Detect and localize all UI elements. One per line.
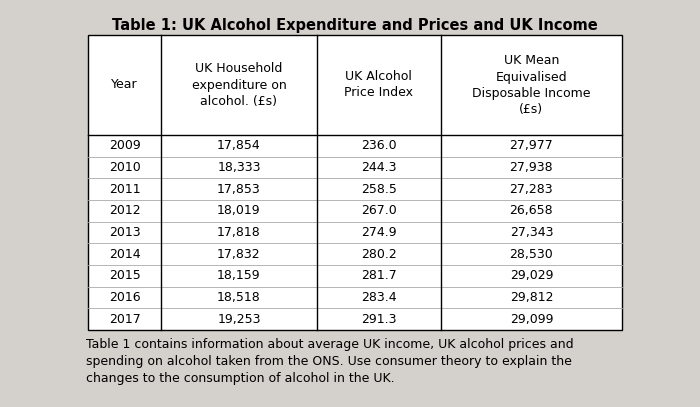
Text: UK Alcohol
Price Index: UK Alcohol Price Index — [344, 70, 413, 99]
Text: 29,812: 29,812 — [510, 291, 553, 304]
Text: 18,159: 18,159 — [217, 269, 261, 282]
Text: 274.9: 274.9 — [361, 226, 397, 239]
Text: 29,029: 29,029 — [510, 269, 553, 282]
Text: 2012: 2012 — [108, 204, 141, 217]
Text: 17,853: 17,853 — [217, 183, 261, 196]
Text: 2009: 2009 — [108, 139, 141, 152]
Text: 19,253: 19,253 — [217, 313, 260, 326]
Text: 283.4: 283.4 — [361, 291, 397, 304]
Text: 2013: 2013 — [108, 226, 141, 239]
Text: 280.2: 280.2 — [361, 248, 397, 260]
Text: 27,283: 27,283 — [510, 183, 553, 196]
Text: Table 1: UK Alcohol Expenditure and Prices and UK Income: Table 1: UK Alcohol Expenditure and Pric… — [112, 18, 598, 33]
Text: 18,518: 18,518 — [217, 291, 261, 304]
Text: 2017: 2017 — [108, 313, 141, 326]
Text: 17,818: 17,818 — [217, 226, 261, 239]
Text: 258.5: 258.5 — [361, 183, 397, 196]
Text: 267.0: 267.0 — [361, 204, 397, 217]
Text: Table 1 contains information about average UK income, UK alcohol prices and
spen: Table 1 contains information about avera… — [86, 338, 573, 385]
Text: 18,333: 18,333 — [217, 161, 260, 174]
Text: 27,938: 27,938 — [510, 161, 553, 174]
Text: 291.3: 291.3 — [361, 313, 397, 326]
Text: 17,832: 17,832 — [217, 248, 261, 260]
Bar — [88, 35, 622, 330]
Text: 281.7: 281.7 — [361, 269, 397, 282]
Text: 18,019: 18,019 — [217, 204, 261, 217]
Text: 2015: 2015 — [108, 269, 141, 282]
Text: 2011: 2011 — [108, 183, 141, 196]
Text: 236.0: 236.0 — [361, 139, 397, 152]
Text: 244.3: 244.3 — [361, 161, 397, 174]
Text: 28,530: 28,530 — [510, 248, 553, 260]
Text: 2010: 2010 — [108, 161, 141, 174]
Text: 2016: 2016 — [108, 291, 141, 304]
Text: 29,099: 29,099 — [510, 313, 553, 326]
Text: UK Mean
Equivalised
Disposable Income
(£s): UK Mean Equivalised Disposable Income (£… — [473, 55, 591, 116]
Text: 17,854: 17,854 — [217, 139, 261, 152]
Text: 2014: 2014 — [108, 248, 141, 260]
Text: Year: Year — [111, 79, 138, 92]
Text: UK Household
expenditure on
alcohol. (£s): UK Household expenditure on alcohol. (£s… — [192, 63, 286, 107]
Text: 27,343: 27,343 — [510, 226, 553, 239]
Text: 27,977: 27,977 — [510, 139, 553, 152]
Text: 26,658: 26,658 — [510, 204, 553, 217]
